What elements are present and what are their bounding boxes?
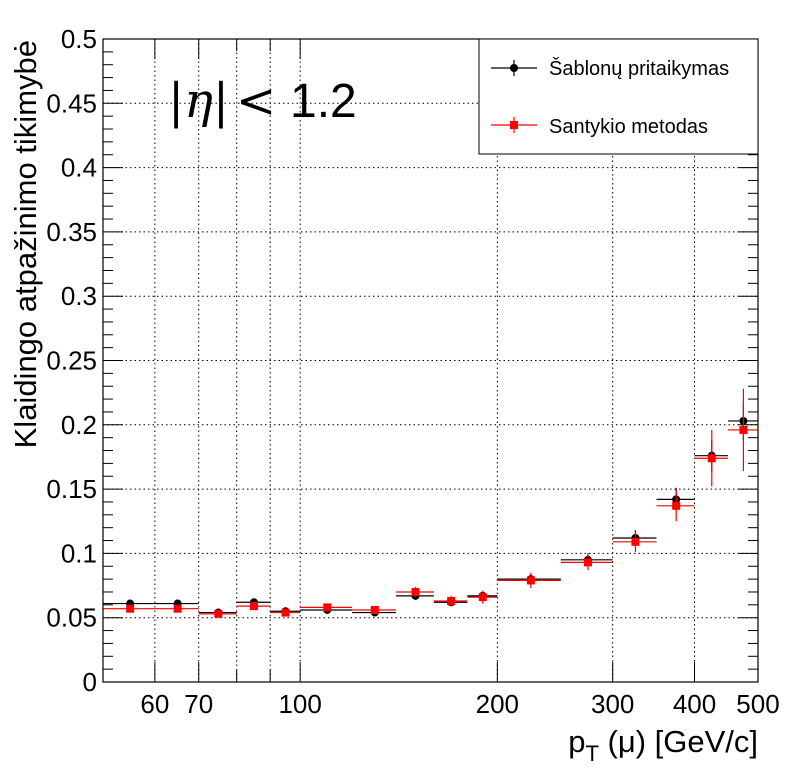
y-tick-label: 0.4 (61, 153, 97, 183)
data-point (478, 593, 487, 602)
y-tick-label: 0.1 (61, 538, 97, 568)
x-tick-label: 300 (591, 689, 634, 719)
data-point (214, 609, 223, 618)
y-tick-label: 0.15 (46, 474, 97, 504)
x-tick-label: 70 (184, 689, 213, 719)
tick-labels: 0 0.05 0.1 0.15 0.2 0.25 0.3 0.35 0.4 0.45 0.5 60 70… (46, 24, 779, 719)
x-axis-title: pT (μ) [GeV/c] (568, 724, 758, 766)
legend-label-series-1: Santykio metodas (549, 116, 708, 138)
data-point (583, 558, 592, 567)
data-series (103, 388, 758, 618)
y-tick-label: 0.5 (61, 24, 97, 54)
legend-box (478, 38, 759, 155)
x-tick-label: 500 (736, 689, 779, 719)
y-tick-label: 0 (83, 667, 97, 697)
x-axis-title-main: p (568, 724, 585, 759)
x-axis-title-subscript: T (585, 741, 598, 766)
legend-marker-series-1 (510, 121, 518, 129)
data-point (447, 596, 456, 605)
data-point (672, 501, 681, 510)
plot-frame (102, 38, 759, 683)
data-point (411, 587, 420, 596)
less-than-symbol: < (236, 73, 276, 129)
y-tick-label: 0.45 (46, 88, 97, 118)
data-point (739, 425, 748, 434)
x-axis-title-rest: (μ) [GeV/c] (599, 724, 758, 759)
y-tick-label: 0.3 (61, 281, 97, 311)
y-tick-label: 0.25 (46, 346, 97, 376)
legend-label-series-0: Šablonų pritaikymas (549, 57, 729, 80)
legend-entry-series-0: Šablonų pritaikymas (491, 57, 729, 80)
data-point (323, 603, 332, 612)
eta-annotation: |η| < 1.2 (168, 73, 357, 129)
y-tick-label: 0.05 (46, 603, 97, 633)
data-point (370, 605, 379, 614)
data-point (249, 602, 258, 611)
grid (103, 39, 758, 682)
x-tick-label: 200 (476, 689, 519, 719)
legend-marker-series-0 (510, 64, 518, 72)
legend: Šablonų pritaikymas Santykio metodas (478, 38, 759, 155)
series-1 (103, 388, 758, 618)
x-tick-label: 100 (278, 689, 321, 719)
eta-symbol: |η| (168, 73, 229, 129)
y-tick-label: 0.2 (61, 410, 97, 440)
data-point (173, 604, 182, 613)
data-point (281, 608, 290, 617)
data-point (126, 604, 135, 613)
eta-value: 1.2 (290, 75, 357, 128)
legend-entry-series-1: Santykio metodas (491, 116, 708, 138)
data-point (707, 454, 716, 463)
x-tick-label: 400 (673, 689, 716, 719)
data-point (631, 537, 640, 546)
y-axis-title: Klaidingo atpažinimo tikimybė (8, 40, 43, 448)
y-tick-label: 0.35 (46, 217, 97, 247)
data-point (526, 576, 535, 585)
x-tick-label: 60 (140, 689, 169, 719)
